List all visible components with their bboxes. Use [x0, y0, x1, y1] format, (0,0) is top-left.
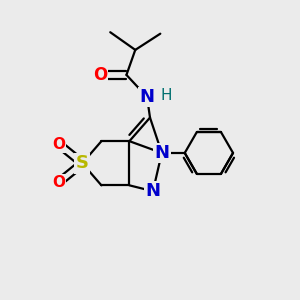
Text: O: O: [52, 136, 65, 152]
Text: N: N: [146, 182, 160, 200]
Text: S: S: [76, 154, 89, 172]
Text: H: H: [160, 88, 172, 103]
Text: O: O: [93, 66, 107, 84]
Text: N: N: [154, 144, 169, 162]
Text: O: O: [52, 175, 65, 190]
Text: N: N: [140, 88, 154, 106]
